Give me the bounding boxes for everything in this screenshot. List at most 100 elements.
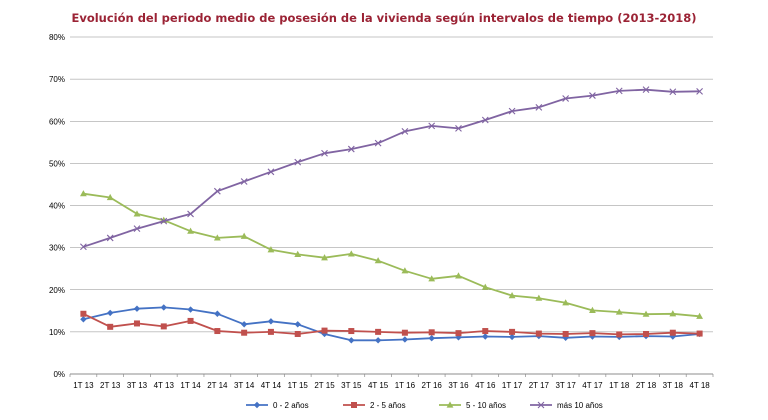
legend-marker: [446, 401, 454, 408]
y-tick-label: 70%: [49, 75, 65, 84]
series-4-point: [642, 86, 650, 94]
x-tick-label: 3T 13: [127, 381, 148, 390]
x-tick-label: 2T 18: [636, 381, 657, 390]
y-tick-label: 50%: [49, 159, 65, 168]
series-1-point: [401, 336, 409, 343]
series-3-point: [321, 254, 328, 261]
series-1-point: [80, 316, 87, 323]
x-tick-label: 4T 17: [582, 381, 603, 390]
series-2-point: [241, 329, 248, 336]
x-tick-label: 1T 18: [609, 381, 630, 390]
x-tick-label: 3T 18: [663, 381, 684, 390]
series-2-point: [294, 330, 301, 337]
series-4-point: [696, 87, 703, 95]
series-4-point: [562, 95, 570, 102]
series-2-point: [401, 329, 408, 336]
series-4-point: [133, 225, 141, 233]
x-tick-label: 1T 13: [73, 381, 94, 390]
series-3-point: [106, 193, 114, 201]
x-tick-label: 4T 15: [368, 381, 389, 390]
series-1-point: [160, 304, 167, 311]
series-1-line: [83, 306, 700, 342]
series-2-point: [214, 328, 221, 335]
series-3-point: [401, 267, 409, 274]
x-tick-label: 4T 18: [689, 381, 710, 390]
series-4-point: [535, 103, 543, 111]
series-1-point: [294, 321, 301, 328]
series-4-point: [347, 145, 355, 153]
series-3-point: [535, 294, 543, 301]
series-2-point: [589, 330, 596, 337]
series-2-point: [616, 331, 623, 338]
x-tick-label: 3T 17: [555, 381, 576, 390]
series-3-point: [696, 312, 704, 319]
legend-label: 0 - 2 años: [273, 401, 309, 410]
series-4-point: [267, 168, 275, 176]
series-4-point: [615, 87, 623, 95]
series-3-point: [213, 234, 221, 241]
series-2-point: [509, 328, 516, 335]
series-3-point: [589, 306, 596, 313]
series-2-point: [375, 328, 382, 335]
series-4-line: [83, 88, 700, 248]
x-tick-label: 2T 15: [314, 381, 335, 390]
legend-marker: [351, 402, 357, 408]
series-3-point: [481, 283, 489, 290]
series-3-point: [294, 250, 302, 257]
series-3-point: [669, 310, 677, 317]
series-3-point: [562, 299, 570, 306]
x-tick-label: 1T 16: [395, 381, 416, 390]
series-2-point: [187, 317, 194, 324]
x-tick-label: 3T 16: [448, 381, 469, 390]
y-tick-label: 40%: [49, 202, 65, 211]
series-2-point: [267, 328, 274, 335]
series-3-point: [428, 275, 436, 282]
series-2-point: [160, 323, 167, 330]
series-2-line: [83, 312, 700, 336]
legend-label: 5 - 10 años: [466, 401, 506, 410]
series-4-point: [589, 92, 596, 99]
series-2-point: [428, 329, 435, 336]
legend-marker: [253, 401, 261, 409]
series-2-point: [107, 323, 114, 330]
series-4-point: [401, 127, 409, 135]
series-3-point: [240, 232, 248, 239]
x-tick-label: 2T 13: [100, 381, 121, 390]
series-1-point: [187, 306, 194, 313]
x-tick-label: 2T 16: [422, 381, 443, 390]
series-4-point: [455, 125, 462, 132]
series-2-point: [669, 329, 676, 336]
series-4-point: [669, 88, 677, 96]
series-2-point: [482, 328, 489, 335]
series-1-point: [214, 310, 221, 317]
series-3-point: [642, 310, 650, 317]
series-1-point: [240, 321, 248, 328]
x-tick-label: 4T 16: [475, 381, 496, 390]
y-tick-label: 30%: [49, 244, 65, 253]
series-2-point: [535, 330, 542, 337]
series-2-point: [348, 328, 355, 335]
series-3-point: [133, 210, 141, 217]
y-tick-label: 0%: [53, 370, 65, 379]
series-3-point: [347, 250, 355, 257]
series-3-point: [267, 246, 275, 253]
series-3-point: [615, 308, 623, 315]
series-1-point: [267, 318, 275, 325]
series-3-point: [508, 292, 516, 299]
x-tick-label: 2T 14: [207, 381, 228, 390]
series-2-point: [321, 327, 328, 334]
y-tick-label: 20%: [49, 286, 65, 295]
series-4-point: [187, 210, 194, 218]
x-tick-label: 1T 15: [288, 381, 309, 390]
x-tick-label: 1T 17: [502, 381, 523, 390]
series-4-point: [160, 217, 168, 225]
x-tick-label: 4T 14: [261, 381, 282, 390]
series-2-point: [562, 330, 569, 337]
series-3-point: [455, 272, 462, 279]
legend-label: 2 - 5 años: [370, 401, 406, 410]
series-4-point: [428, 122, 436, 130]
series-4-point: [80, 243, 87, 251]
series-1-point: [428, 334, 435, 342]
